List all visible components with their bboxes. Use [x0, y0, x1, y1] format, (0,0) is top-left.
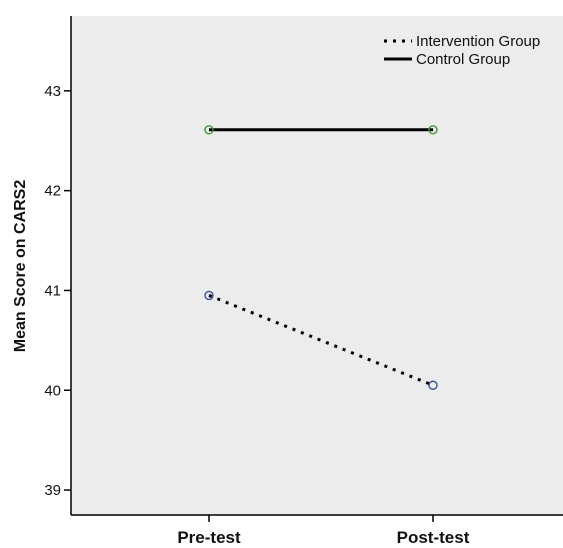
y-tick-label: 42 — [44, 183, 61, 200]
y-tick-label: 41 — [44, 282, 61, 299]
intervention-group-point — [204, 290, 214, 301]
y-tick-label: 43 — [44, 83, 61, 100]
y-axis-title: Mean Score on CARS2 — [12, 180, 29, 353]
legend-label: Intervention Group — [416, 33, 540, 50]
x-axis-ticks: Pre-test Post-test — [177, 515, 470, 547]
legend-label: Control Group — [416, 51, 510, 68]
y-axis-ticks: 39 40 41 42 43 — [44, 83, 71, 499]
x-tick-label: Pre-test — [177, 528, 241, 547]
series-layer — [204, 125, 438, 390]
intervention-group-point — [428, 380, 438, 390]
control-group-point — [428, 125, 438, 135]
y-tick-label: 40 — [44, 382, 61, 399]
y-tick-label: 39 — [44, 482, 61, 499]
series-intervention-group — [204, 290, 438, 390]
x-tick-label: Post-test — [397, 528, 470, 547]
series-control-group — [204, 125, 438, 135]
plot-area — [71, 16, 563, 515]
control-group-point — [204, 125, 214, 135]
